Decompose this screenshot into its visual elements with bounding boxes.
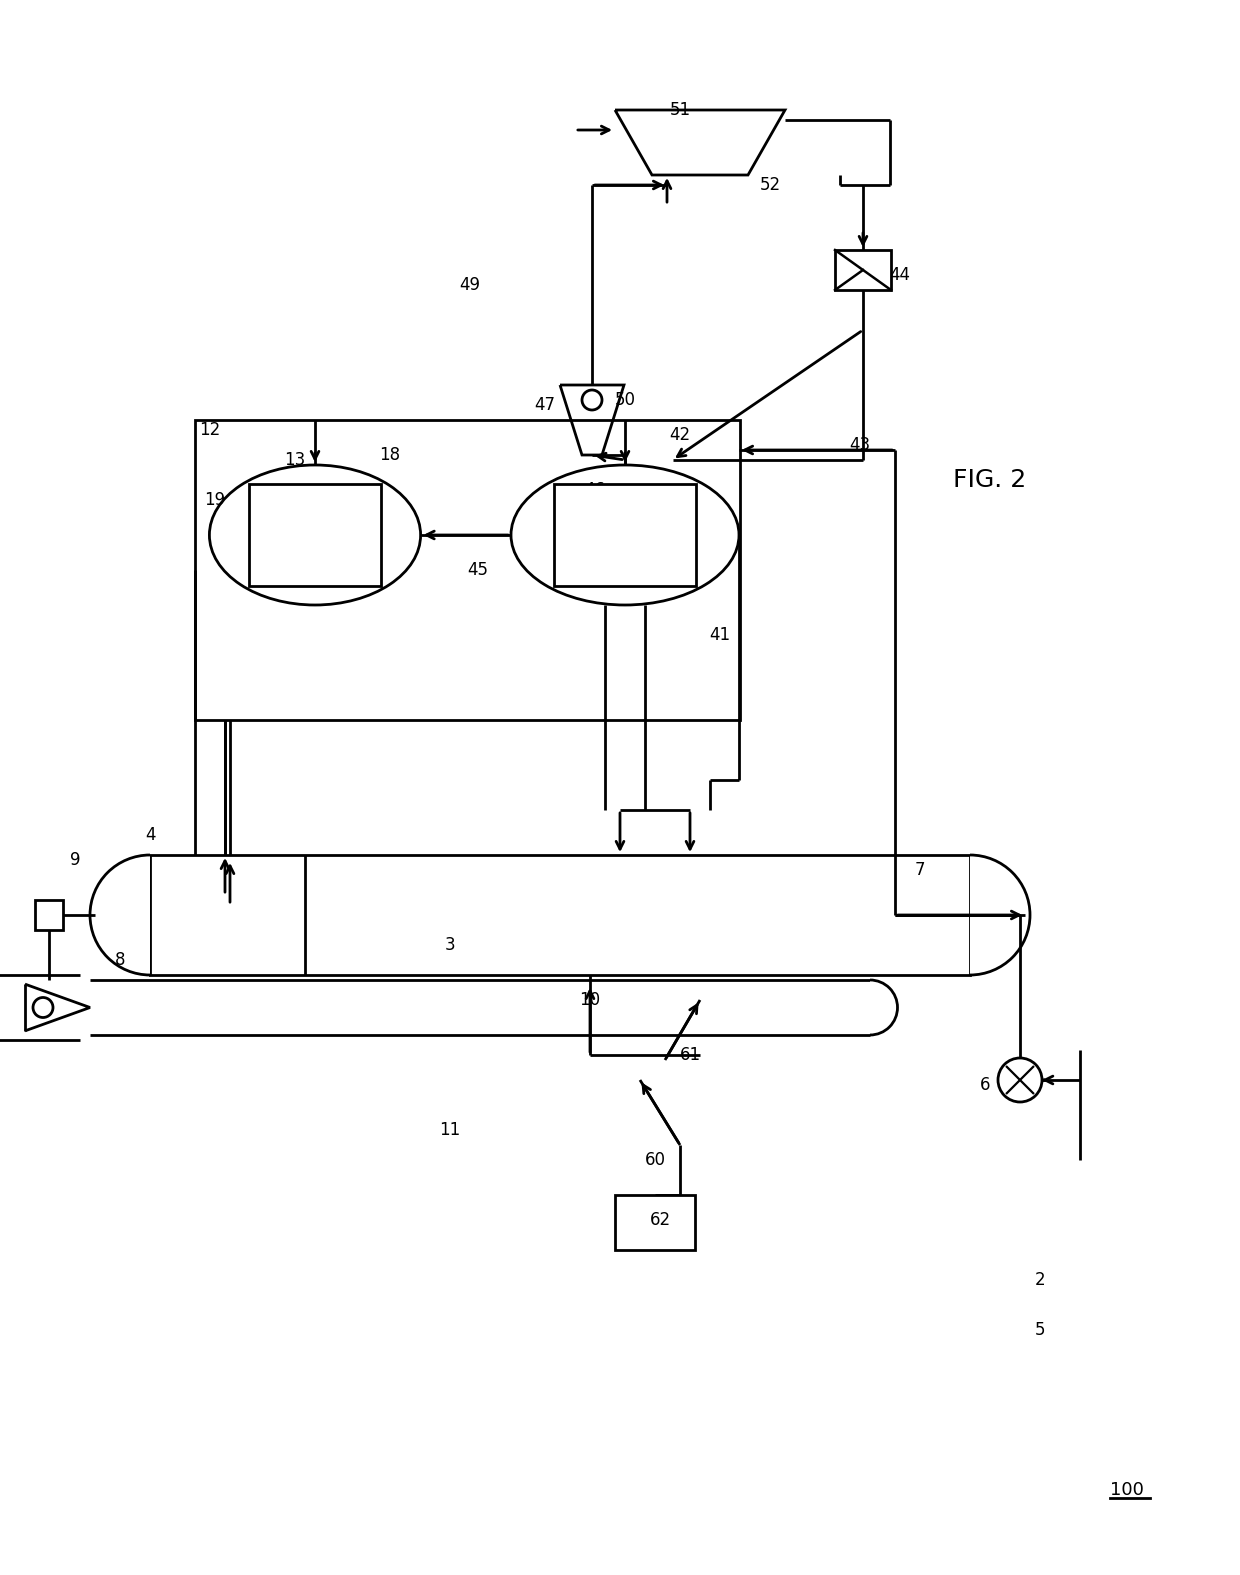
Ellipse shape (511, 465, 739, 605)
Text: 44: 44 (889, 266, 910, 284)
Text: 19: 19 (205, 491, 226, 509)
Text: 3: 3 (445, 936, 455, 954)
Text: 49: 49 (460, 276, 481, 295)
Text: FIG. 2: FIG. 2 (954, 468, 1027, 491)
Bar (195, 421, 740, 720)
Text: 45: 45 (467, 561, 489, 580)
Text: 42: 42 (670, 425, 691, 444)
Text: 60: 60 (645, 1151, 666, 1169)
Text: 6: 6 (980, 1076, 991, 1095)
Bar (835, 250, 892, 290)
Text: 43: 43 (849, 436, 870, 454)
Text: 8: 8 (115, 951, 125, 969)
Bar (249, 484, 381, 586)
Text: 100: 100 (1110, 1480, 1143, 1499)
Text: 9: 9 (69, 850, 81, 869)
Text: 50: 50 (615, 391, 635, 410)
Bar (91, 855, 150, 975)
Text: 11: 11 (439, 1121, 460, 1139)
Text: 51: 51 (670, 101, 691, 120)
Bar (615, 1195, 694, 1251)
Bar (970, 855, 1030, 975)
Bar (35, 899, 63, 929)
Bar (150, 855, 970, 975)
Circle shape (33, 997, 53, 1017)
Circle shape (998, 1058, 1042, 1102)
Text: 13: 13 (284, 450, 305, 469)
Ellipse shape (582, 391, 601, 410)
Text: 12: 12 (200, 421, 221, 439)
Text: 10: 10 (579, 991, 600, 1010)
Text: 47: 47 (534, 395, 556, 414)
Text: 5: 5 (1034, 1321, 1045, 1339)
Text: 2: 2 (1034, 1271, 1045, 1288)
Text: 52: 52 (759, 176, 780, 194)
Text: 46: 46 (584, 480, 605, 499)
Text: 4: 4 (145, 825, 155, 844)
Text: 41: 41 (709, 625, 730, 644)
Bar (870, 980, 900, 1035)
Text: 7: 7 (915, 862, 925, 879)
Text: 62: 62 (650, 1211, 671, 1228)
Bar (554, 484, 696, 586)
Text: 61: 61 (680, 1046, 701, 1065)
Text: 18: 18 (379, 446, 401, 465)
Ellipse shape (210, 465, 420, 605)
Text: 40: 40 (615, 572, 635, 589)
